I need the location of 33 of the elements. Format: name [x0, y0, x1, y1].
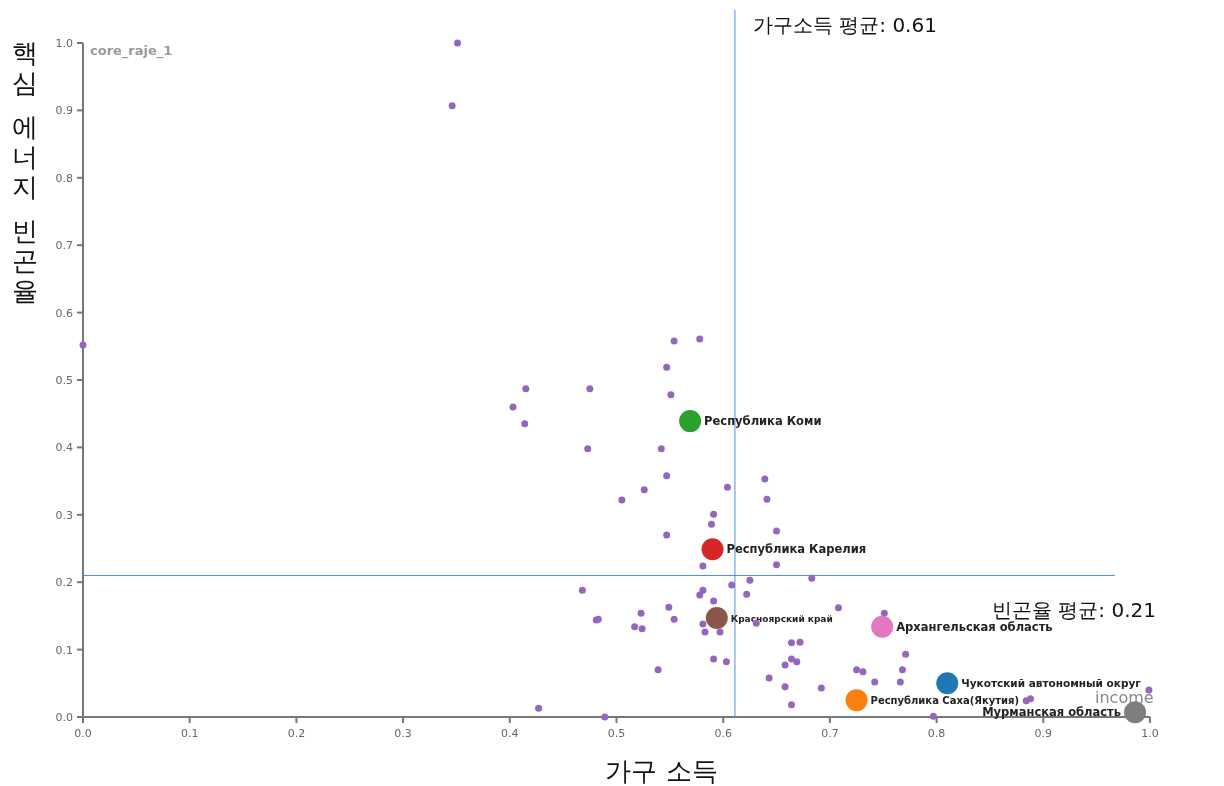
y-tick-label: 0.8	[55, 171, 73, 185]
y-tick-label: 1.0	[55, 37, 73, 50]
x-tick-label: 0.0	[74, 727, 92, 740]
series-label: Чукотский автономный округ	[961, 677, 1142, 690]
annotation: core_raje_1	[90, 43, 173, 59]
x-tick-label: 0.6	[714, 727, 732, 740]
series-label: Мурманская область	[982, 705, 1122, 720]
x-tick-label: 0.1	[180, 727, 199, 740]
x-axis-title: 가구 소득	[605, 756, 718, 786]
series-label: Республика Карелия	[726, 542, 867, 557]
y-tick-label: 0.0	[55, 711, 73, 724]
x-tick-label: 1.0	[1141, 727, 1159, 740]
x-tick-label: 0.3	[394, 727, 412, 740]
x-tick-label: 0.8	[927, 727, 946, 740]
annotation: income	[1095, 688, 1154, 707]
y-tick-label: 0.5	[55, 374, 73, 387]
y-tick-label: 0.1	[55, 643, 73, 657]
series-label: Республика Саха(Якутия)	[870, 695, 1020, 707]
y-tick-label: 0.3	[55, 508, 73, 522]
x-tick-label: 0.5	[607, 727, 626, 740]
y-tick-label: 0.7	[55, 239, 73, 253]
x-tick-label: 0.7	[821, 727, 839, 740]
ylabel: 핵심 에너지 빈곤율	[12, 38, 38, 306]
series-label: Красноярский край	[730, 613, 833, 624]
y-tick-label: 0.6	[55, 306, 73, 320]
y-tick-label: 0.9	[55, 104, 73, 118]
ref-line-label: 가구소득 평균: 0.61	[752, 13, 937, 37]
y-tick-label: 0.4	[55, 441, 73, 455]
x-tick-label: 0.9	[1034, 727, 1053, 740]
x-tick-label: 0.2	[287, 727, 306, 740]
series-label: Республика Коми	[704, 414, 822, 429]
x-tick-label: 0.4	[501, 727, 519, 740]
y-tick-label: 0.2	[55, 576, 73, 590]
